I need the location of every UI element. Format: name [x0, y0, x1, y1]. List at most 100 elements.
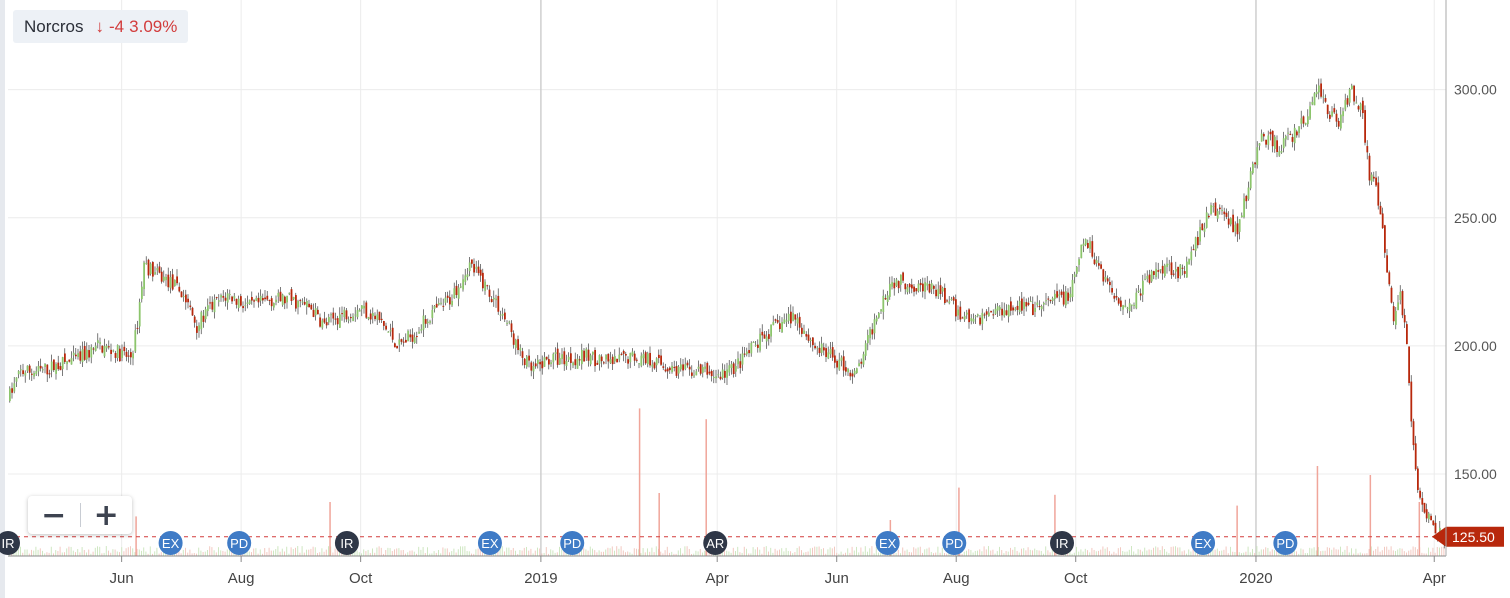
candle-body: [1003, 310, 1006, 317]
event-marker-pd[interactable]: PD: [560, 531, 585, 555]
event-marker-ex[interactable]: EX: [1191, 531, 1216, 555]
volume-bar: [1120, 547, 1121, 556]
candle-body: [1045, 300, 1047, 302]
event-marker-ir[interactable]: IR: [0, 531, 20, 555]
volume-bar: [400, 550, 402, 556]
volume-bar: [1441, 546, 1443, 556]
volume-bar: [391, 551, 393, 556]
candle-body: [387, 331, 390, 333]
event-layer[interactable]: IR EX PD IR EX PD AR EX PD IR EX PD: [0, 531, 1298, 555]
candle-body: [642, 353, 645, 359]
volume-bar: [332, 552, 334, 556]
event-marker-ex[interactable]: EX: [875, 531, 900, 555]
volume-bar: [1045, 546, 1047, 556]
volume-bar: [620, 546, 622, 556]
candle-body: [523, 358, 526, 366]
candle-body: [761, 331, 764, 336]
volume-bar: [147, 553, 149, 556]
volume-bar: [1357, 553, 1359, 556]
event-marker-circle: [1050, 531, 1075, 555]
candle-body: [418, 331, 420, 334]
volume-bar: [748, 553, 750, 556]
volume-bar: [1007, 551, 1009, 556]
candle-body: [783, 319, 786, 324]
candle-body: [759, 333, 761, 351]
volume-bar: [446, 548, 448, 556]
candle-body: [1172, 273, 1175, 275]
volume-bar: [59, 546, 61, 556]
candle-body: [1194, 237, 1197, 251]
event-marker-ex[interactable]: EX: [477, 531, 502, 555]
candle-body: [127, 355, 130, 357]
candle-body: [68, 359, 71, 362]
volume-bar: [1304, 553, 1306, 556]
candle-body: [1379, 205, 1382, 215]
volume-bar: [1040, 550, 1042, 556]
volume-bar: [1406, 552, 1407, 556]
candle-body: [1065, 291, 1067, 306]
volume-bar: [1408, 550, 1410, 556]
candle-body: [444, 297, 447, 303]
volume-bar: [825, 553, 827, 556]
candle-body: [862, 354, 865, 365]
event-marker-ir[interactable]: IR: [334, 531, 359, 555]
volume-bar: [545, 547, 547, 556]
volume-bar: [677, 550, 679, 556]
volume-bar: [911, 552, 912, 556]
candle-body: [1269, 131, 1272, 135]
event-marker-ir[interactable]: IR: [1050, 531, 1075, 555]
volume-bar: [1029, 549, 1031, 556]
volume-bar: [42, 550, 43, 556]
volume-bar: [990, 550, 992, 556]
zoom-in-button[interactable]: +: [93, 497, 119, 533]
volume-bar: [772, 552, 774, 556]
volume-bar: [149, 546, 151, 556]
volume-bar: [352, 551, 354, 556]
volume-bar: [226, 549, 228, 556]
volume-bar: [1443, 546, 1445, 556]
volume-bar: [189, 549, 191, 556]
volume-bar: [1084, 548, 1086, 556]
event-marker-ex[interactable]: EX: [158, 531, 183, 555]
candle-body: [244, 304, 247, 306]
y-tick-label: 250.00: [1454, 210, 1497, 226]
volume-bar: [180, 553, 182, 556]
candle-body: [1414, 443, 1417, 470]
candle-body: [1254, 162, 1256, 165]
candle-body: [493, 297, 495, 300]
volume-bar: [924, 549, 926, 556]
candle-body: [240, 296, 242, 306]
candle-body: [715, 376, 717, 379]
volume-bar: [979, 549, 981, 556]
candle-body: [809, 339, 812, 341]
candle-body: [1315, 91, 1318, 95]
volume-bar: [31, 549, 32, 556]
candle-body: [1021, 298, 1023, 311]
event-marker-pd[interactable]: PD: [942, 531, 967, 555]
candle-body: [708, 371, 711, 374]
event-marker-ar[interactable]: AR: [703, 531, 728, 555]
volume-bar: [988, 546, 989, 556]
candle-body: [1333, 108, 1336, 113]
candle-body: [827, 352, 830, 359]
volume-bar: [449, 552, 450, 556]
volume-bar: [581, 546, 582, 556]
volume-bar: [427, 547, 428, 556]
candle-body: [823, 347, 825, 351]
candle-body: [1293, 127, 1296, 144]
candle-body: [1375, 177, 1377, 186]
candle-body: [1280, 151, 1283, 153]
event-marker-pd[interactable]: PD: [227, 531, 252, 555]
candle-body: [851, 373, 854, 377]
candle-body: [325, 322, 328, 326]
volume-bar: [787, 550, 789, 556]
candle-body: [303, 301, 306, 305]
zoom-out-button[interactable]: −: [41, 497, 67, 533]
event-marker-label: PD: [230, 536, 248, 551]
candle-body: [174, 279, 176, 287]
volume-bar: [1135, 553, 1137, 556]
volume-bar: [948, 552, 950, 556]
event-marker-pd[interactable]: PD: [1273, 531, 1298, 555]
volume-bar: [1133, 551, 1135, 556]
